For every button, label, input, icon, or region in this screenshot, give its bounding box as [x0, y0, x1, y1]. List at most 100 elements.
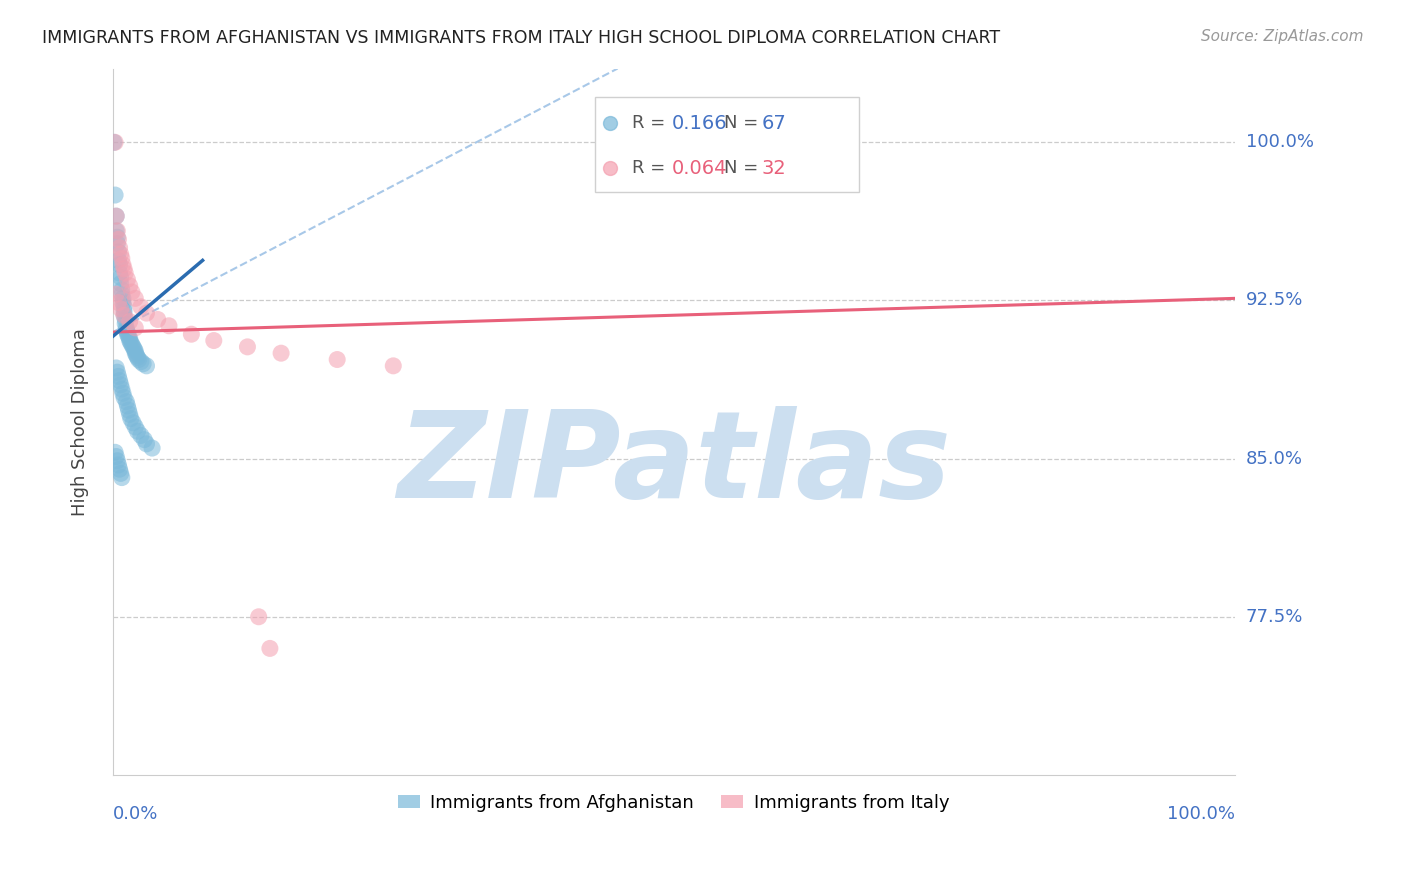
Point [112, 261, 135, 276]
Point [118, 331, 141, 345]
Text: ZIPatlas: ZIPatlas [396, 406, 950, 523]
Point [270, 346, 292, 360]
Point [114, 266, 136, 280]
Point [120, 411, 142, 425]
Point [326, 352, 349, 367]
Text: 77.5%: 77.5% [1246, 607, 1303, 626]
Point [117, 325, 139, 339]
Point [382, 359, 405, 373]
Point [134, 433, 156, 447]
Point [118, 278, 141, 293]
Point [117, 327, 139, 342]
Point [124, 344, 146, 359]
Point [111, 382, 134, 396]
Point [107, 295, 129, 310]
Text: 67: 67 [761, 114, 786, 133]
Point [115, 321, 138, 335]
Point [105, 287, 128, 301]
Point [259, 641, 281, 656]
Point [122, 340, 145, 354]
Text: 100.0%: 100.0% [1246, 133, 1313, 152]
Point [105, 230, 128, 244]
Point [110, 270, 132, 285]
Point [117, 399, 139, 413]
Point [128, 352, 150, 367]
Point [104, 136, 127, 150]
Point [124, 321, 146, 335]
Text: N =: N = [724, 114, 765, 133]
Point [104, 445, 127, 459]
Point [124, 291, 146, 305]
Text: 32: 32 [761, 159, 786, 178]
Point [105, 224, 128, 238]
Point [117, 403, 139, 417]
Point [105, 450, 128, 464]
Point [111, 258, 134, 272]
Point [127, 424, 149, 438]
Point [122, 416, 145, 430]
Point [127, 351, 149, 365]
Point [108, 266, 131, 280]
Point [141, 441, 163, 455]
Text: IMMIGRANTS FROM AFGHANISTAN VS IMMIGRANTS FROM ITALY HIGH SCHOOL DIPLOMA CORRELA: IMMIGRANTS FROM AFGHANISTAN VS IMMIGRANT… [42, 29, 1000, 46]
Point [107, 253, 129, 268]
Point [105, 365, 128, 379]
Point [104, 188, 127, 202]
Point [118, 334, 141, 348]
Text: R =: R = [633, 160, 671, 178]
Point [157, 318, 180, 333]
Text: 0.166: 0.166 [672, 114, 727, 133]
Point [105, 361, 128, 376]
Point [135, 359, 157, 373]
Point [110, 467, 132, 481]
Point [112, 391, 135, 405]
Point [124, 346, 146, 360]
Point [110, 377, 132, 392]
Point [129, 300, 152, 314]
Point [111, 470, 134, 484]
Point [111, 291, 134, 305]
Point [107, 244, 129, 259]
Point [124, 420, 146, 434]
Point [108, 241, 131, 255]
Point [236, 340, 259, 354]
Text: R =: R = [633, 114, 671, 133]
Text: 0.064: 0.064 [672, 159, 727, 178]
Point [111, 295, 134, 310]
Point [120, 335, 142, 350]
Point [129, 428, 152, 442]
Point [108, 258, 131, 272]
Point [117, 272, 139, 286]
Point [105, 209, 128, 223]
Point [202, 334, 225, 348]
Point [112, 308, 135, 322]
Point [111, 283, 134, 297]
Point [135, 437, 157, 451]
Point [103, 136, 125, 150]
Point [107, 458, 129, 472]
Point [105, 454, 128, 468]
Point [107, 369, 129, 384]
Point [108, 462, 131, 476]
Point [105, 224, 128, 238]
Text: 85.0%: 85.0% [1246, 450, 1303, 467]
Point [247, 609, 270, 624]
Point [117, 329, 139, 343]
Point [125, 348, 148, 362]
Point [112, 304, 135, 318]
Point [129, 354, 152, 368]
Point [110, 301, 132, 316]
Point [105, 209, 128, 223]
Point [118, 408, 141, 422]
Point [122, 342, 145, 356]
Point [118, 314, 141, 328]
Text: N =: N = [724, 160, 765, 178]
Point [180, 327, 202, 342]
FancyBboxPatch shape [595, 96, 859, 192]
Point [112, 300, 135, 314]
Point [105, 236, 128, 251]
Point [146, 312, 169, 326]
Legend: Immigrants from Afghanistan, Immigrants from Italy: Immigrants from Afghanistan, Immigrants … [391, 787, 956, 819]
Point [111, 287, 134, 301]
Text: 0.0%: 0.0% [112, 805, 159, 823]
